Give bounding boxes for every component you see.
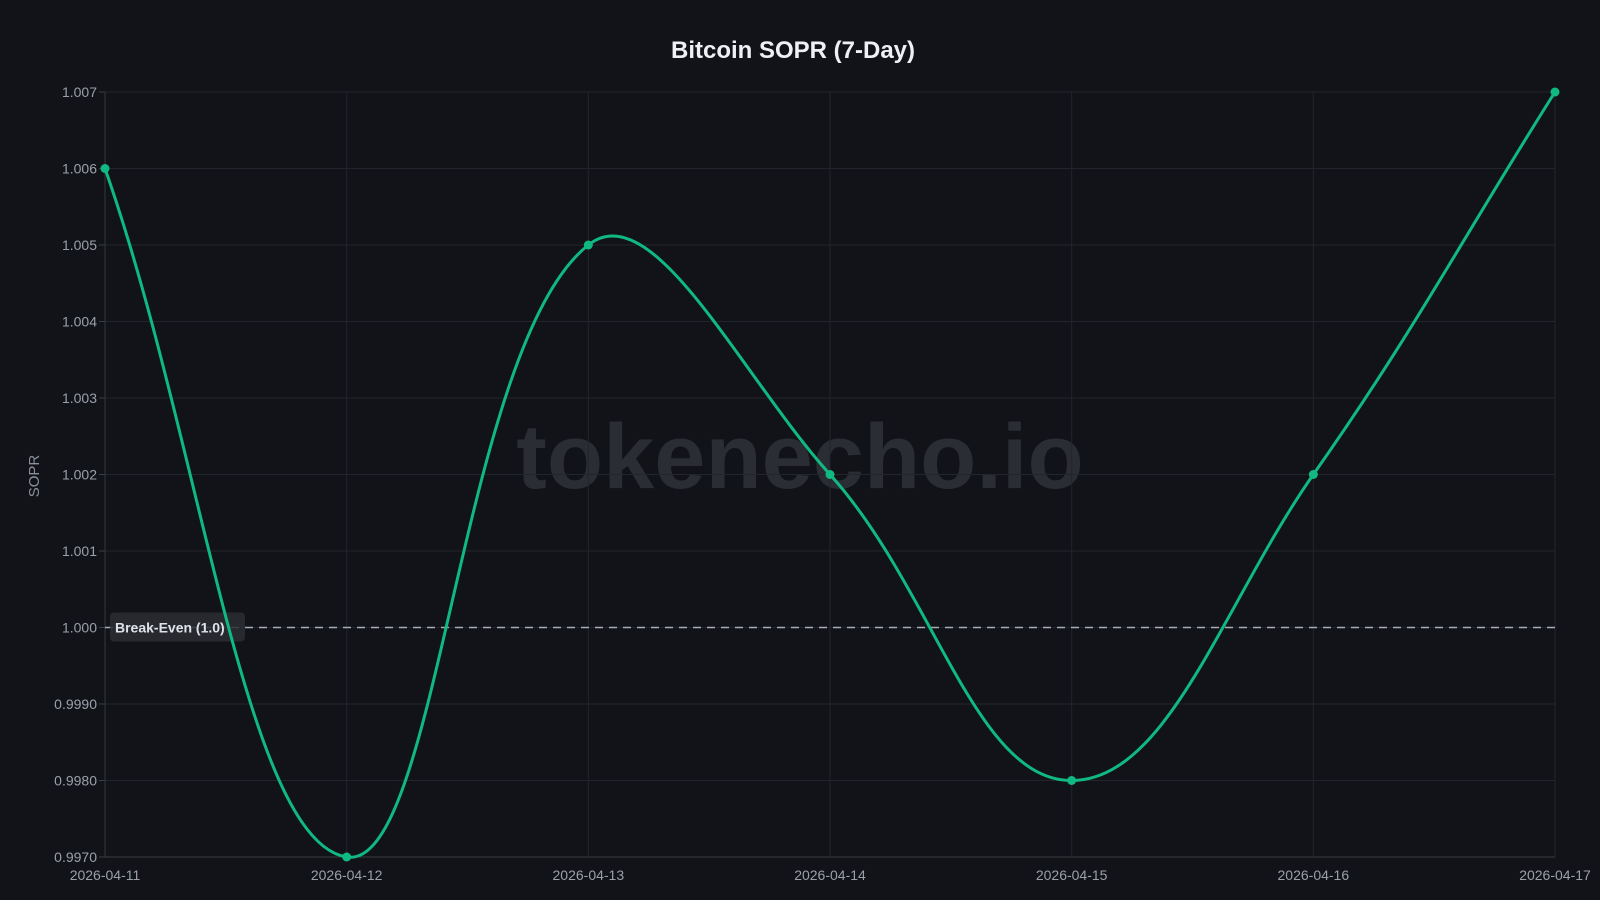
break-even-label: Break-Even (1.0) — [115, 620, 225, 636]
y-tick-label: 1.003 — [62, 390, 97, 406]
data-point — [1550, 87, 1560, 97]
sopr-line — [103, 91, 1557, 859]
data-point — [583, 240, 593, 250]
data-point — [825, 470, 835, 479]
y-axis-label: SOPR — [26, 455, 43, 498]
y-tick-label: 0.9970 — [54, 849, 97, 865]
watermark: tokenecho.io — [516, 406, 1083, 508]
break-even-label-bg — [110, 612, 245, 642]
x-tick-label: 2026-04-12 — [311, 867, 383, 883]
data-point — [1308, 470, 1318, 479]
x-tick-label: 2026-04-11 — [70, 867, 141, 883]
x-tick-label: 2026-04-13 — [553, 867, 625, 883]
x-tick-label: 2026-04-16 — [1278, 867, 1350, 883]
x-tick-label: 2026-04-14 — [794, 867, 866, 883]
data-point — [342, 852, 352, 862]
y-tick-label: 0.9990 — [54, 696, 97, 712]
y-tick-label: 1.001 — [62, 543, 97, 559]
y-tick-label: 1.006 — [62, 161, 97, 177]
y-tick-label: 1.005 — [62, 237, 97, 253]
x-tick-label: 2026-04-17 — [1519, 867, 1591, 883]
data-point — [1067, 776, 1077, 785]
y-tick-label: 1.002 — [62, 467, 97, 483]
y-tick-label: 1.000 — [62, 620, 97, 636]
x-tick-label: 2026-04-15 — [1036, 867, 1108, 883]
y-tick-label: 0.9980 — [54, 773, 97, 789]
chart-title: Bitcoin SOPR (7-Day) — [671, 37, 915, 64]
y-tick-label: 1.004 — [62, 314, 97, 330]
y-tick-label: 1.007 — [62, 84, 97, 100]
data-point — [100, 164, 110, 173]
